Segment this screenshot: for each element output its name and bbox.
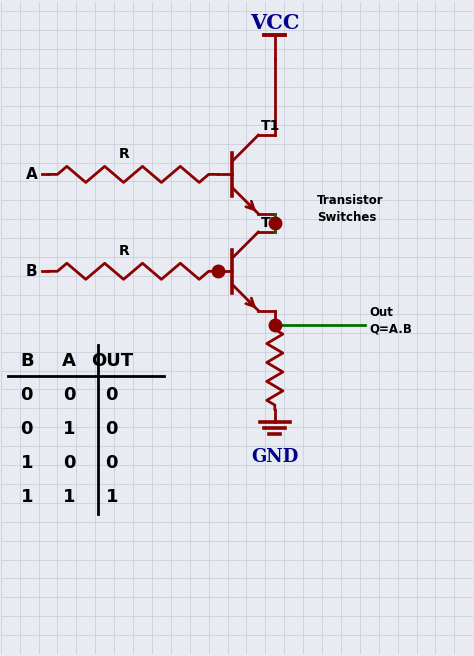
Text: T2: T2 [261, 216, 280, 230]
Text: T1: T1 [261, 119, 280, 133]
Text: OUT: OUT [91, 352, 133, 370]
Text: 0: 0 [106, 454, 118, 472]
Text: B: B [26, 264, 37, 279]
Text: GND: GND [251, 447, 299, 466]
Text: 1: 1 [63, 420, 75, 438]
Text: 0: 0 [20, 386, 33, 404]
Text: 0: 0 [20, 420, 33, 438]
Text: 0: 0 [106, 386, 118, 404]
Text: A: A [62, 352, 76, 370]
Text: Transistor
Switches: Transistor Switches [318, 194, 384, 224]
Text: 1: 1 [20, 454, 33, 472]
Text: 1: 1 [106, 488, 118, 506]
Text: 1: 1 [63, 488, 75, 506]
Text: Out
Q=A.B: Out Q=A.B [369, 306, 412, 336]
Text: A: A [26, 167, 37, 182]
Text: 0: 0 [63, 386, 75, 404]
Text: 1: 1 [20, 488, 33, 506]
Text: 0: 0 [106, 420, 118, 438]
Text: 0: 0 [63, 454, 75, 472]
Text: VCC: VCC [250, 12, 300, 33]
Text: B: B [20, 352, 34, 370]
Text: R: R [119, 147, 130, 161]
Text: R: R [119, 244, 130, 258]
